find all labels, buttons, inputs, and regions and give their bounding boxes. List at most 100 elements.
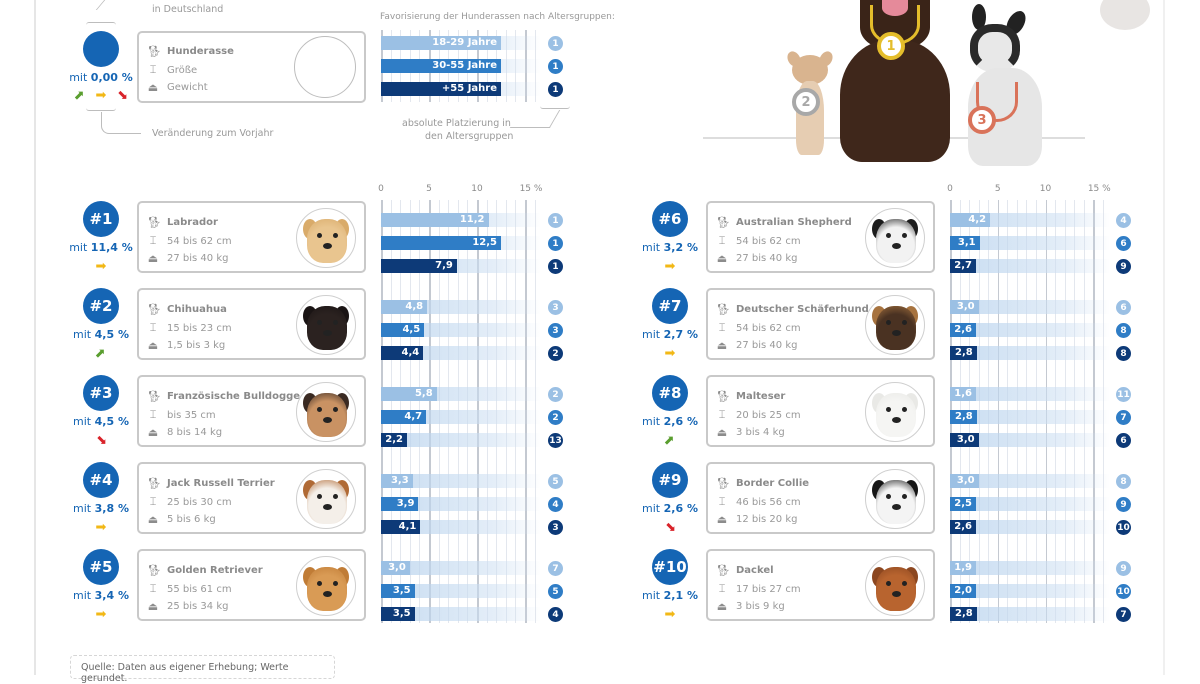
breed-size: 54 bis 62 cm: [736, 322, 801, 334]
card-line: 🐕︎ Dackel: [716, 564, 774, 577]
axis-tick: 0: [947, 184, 953, 194]
bar-30-55-jahre: 2,6: [950, 323, 976, 337]
trend-up-icon: ➡: [70, 86, 89, 105]
share-prefix: mit: [69, 241, 88, 254]
bar-18-29-jahre: 4,2: [950, 213, 991, 227]
trend-same-icon: ➡: [95, 607, 107, 622]
position-badge: #7: [652, 288, 688, 324]
bar-18-29-jahre: 3,3: [381, 474, 413, 488]
height-icon: ⌶: [149, 63, 157, 76]
card-line: ⏏ 27 bis 40 kg: [716, 252, 798, 265]
breed-weight: 3 bis 9 kg: [736, 601, 785, 612]
rank-badge: 4: [1116, 213, 1131, 228]
trend-same-icon: ➡: [95, 88, 107, 103]
bar-track: [381, 607, 541, 621]
position-badge: #2: [83, 288, 119, 324]
breed-size: 17 bis 27 cm: [736, 583, 801, 595]
dog-eye: [317, 581, 322, 586]
trend-up-icon: ➡: [91, 344, 110, 363]
dog-icon: 🐕︎: [147, 564, 161, 577]
dog-face: [876, 567, 916, 611]
trend-same-icon: ➡: [664, 346, 676, 361]
legend-rank-badge: 1: [548, 59, 563, 74]
legend-rank-badge: 1: [548, 82, 563, 97]
rank-badge: 3: [548, 300, 563, 315]
dog-face: [307, 306, 347, 350]
dog-photo-german-shepherd: [865, 295, 925, 355]
dog-face: [876, 393, 916, 437]
card-line: ⏏ 3 bis 4 kg: [716, 426, 785, 439]
share-text: mit 3,4 %: [56, 589, 146, 602]
frame-line-right: [1163, 0, 1165, 675]
weight-icon: ⏏: [716, 513, 728, 526]
legend-breed-label: Hunderasse: [167, 46, 234, 57]
trend-down-icon: ➡: [113, 86, 132, 105]
bar-30-55-jahre: 3,5: [381, 584, 415, 598]
dog-eye: [333, 581, 338, 586]
dog-icon: 🐕︎: [716, 216, 730, 229]
axis-tick: 15 %: [519, 184, 543, 194]
share-text: mit 3,8 %: [56, 502, 146, 515]
dog-eye: [886, 407, 891, 412]
height-icon: ⌶: [718, 321, 726, 334]
bar-18-29-jahre: 11,2: [381, 213, 489, 227]
height-icon: ⌶: [718, 234, 726, 247]
breed-card: 🐕︎ Chihuahua ⌶ 15 bis 23 cm ⏏ 1,5 bis 3 kg: [137, 288, 366, 360]
position-badge: #8: [652, 375, 688, 411]
dog-nose: [323, 504, 332, 510]
position-badge: #5: [83, 549, 119, 585]
legend-bar-2: +55 Jahre: [381, 82, 501, 96]
rank-badge: 3: [548, 323, 563, 338]
legend-bar-0: 18-29 Jahre: [381, 36, 501, 50]
dog-face: [876, 306, 916, 350]
bar-track: [381, 561, 541, 575]
legend-rank-bracket: [540, 104, 570, 109]
legend-size-label: Größe: [167, 64, 198, 76]
dog-photo-border-collie: [865, 469, 925, 529]
card-line: 🐕︎ Malteser: [716, 390, 785, 403]
card-line: ⏏ 5 bis 6 kg: [147, 513, 216, 526]
dog-eye: [333, 233, 338, 238]
position-badge: #3: [83, 375, 119, 411]
breed-weight: 12 bis 20 kg: [736, 514, 798, 525]
legend-change-note: Veränderung zum Vorjahr: [152, 128, 274, 139]
share-prefix: mit: [73, 502, 92, 515]
french-bulldog-figure: [962, 4, 1047, 166]
card-line: 🐕︎ Border Collie: [716, 477, 809, 490]
breed-weight: 27 bis 40 kg: [736, 253, 798, 264]
breed-card: 🐕︎ Französische Bulldogge ⌶ bis 35 cm ⏏ 8 bis…: [137, 375, 366, 447]
rank-badge: 2: [548, 387, 563, 402]
bone-decoration: [1100, 0, 1150, 30]
bar-track: [950, 259, 1110, 273]
bar-track: [381, 584, 541, 598]
breed-size: 25 bis 30 cm: [167, 496, 232, 508]
weight-icon: ⏏: [147, 513, 159, 526]
bar-track: [950, 607, 1110, 621]
share-value: 3,8 %: [94, 502, 129, 515]
medal-2: 2: [792, 88, 820, 116]
share-value: 2,1 %: [663, 589, 698, 602]
share-prefix: mit: [73, 589, 92, 602]
bar-18-29-jahre: 1,9: [950, 561, 976, 575]
breed-weight: 25 bis 34 kg: [167, 601, 229, 612]
bar-track: [950, 561, 1110, 575]
rank-badge: 7: [1116, 607, 1131, 622]
bar-30-55-jahre: 3,9: [381, 497, 419, 511]
axis-tick: 5: [994, 184, 1001, 194]
card-line: 🐕︎ Deutscher Schäferhund: [716, 303, 869, 316]
dog-nose: [323, 417, 332, 423]
card-line: ⏏ 25 bis 34 kg: [147, 600, 229, 613]
dog-eye: [886, 320, 891, 325]
rank-badge: 8: [1116, 474, 1131, 489]
dog-photo-jack-russell: [296, 469, 356, 529]
dog-eye: [333, 407, 338, 412]
trend-down-icon: ➡: [92, 431, 111, 450]
dog-eye: [886, 494, 891, 499]
rank-badge: 11: [1116, 387, 1131, 402]
rank-badge: 3: [548, 520, 563, 535]
legend-rank-note-2: den Altersgruppen: [425, 131, 514, 142]
bar-18-29-jahre: 1,6: [950, 387, 976, 401]
bar-18-29-jahre: 3,0: [950, 474, 979, 488]
rank-badge: 6: [1116, 300, 1131, 315]
height-icon: ⌶: [718, 408, 726, 421]
